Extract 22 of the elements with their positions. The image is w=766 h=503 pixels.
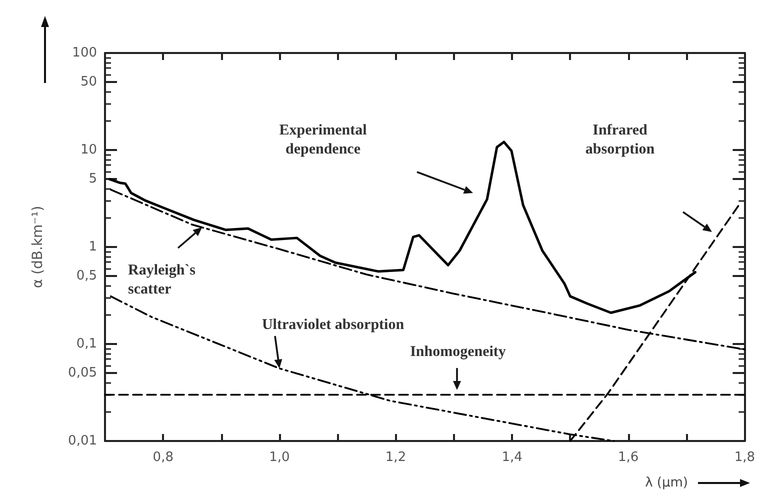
y-tick-label: 1 [88,240,97,254]
y-tick-label: 0,1 [76,336,97,352]
annotation: Infrared absorption [585,122,656,158]
x-axis-title: λ (µm) [645,476,688,490]
x-tick-label: 1,6 [618,450,639,465]
y-tick-label: 100 [72,46,97,60]
x-tick-label: 0,8 [152,450,174,465]
annotation: Ultraviolet absorption [262,317,405,333]
y-tick-label: 0,01 [68,434,97,448]
y-tick-label: 10 [80,142,97,158]
y-tick-label: 0,05 [68,366,97,381]
x-tick-label: 1,0 [269,450,290,465]
x-tick-label: 1,8 [734,450,756,465]
annotation: Rayleigh`s scatter [128,262,196,298]
x-tick-label: 1,4 [502,450,522,465]
y-tick-label: 0,5 [76,268,97,284]
annotation: Inhomogeneity [410,344,506,360]
x-tick-label: 1,2 [385,450,406,465]
y-axis-title: α (dB.km⁻¹) [30,206,46,288]
y-tick-label: 50 [80,74,97,90]
y-tick-label: 5 [88,172,97,187]
annotation: Experimental dependence [279,122,367,158]
